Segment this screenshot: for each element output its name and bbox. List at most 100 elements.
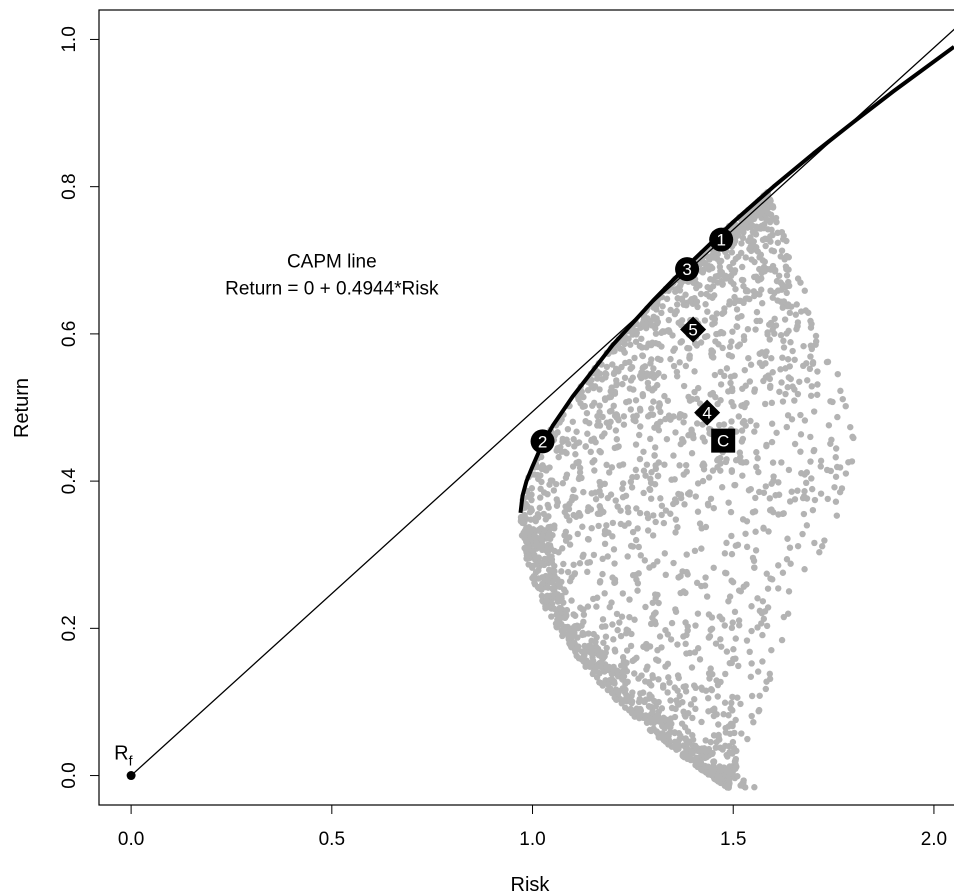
portfolio-point xyxy=(691,696,698,703)
portfolio-point xyxy=(705,670,713,677)
portfolio-point xyxy=(658,705,666,712)
portfolio-point xyxy=(612,427,620,434)
portfolio-point xyxy=(714,693,721,700)
portfolio-point xyxy=(702,748,710,755)
portfolio-point xyxy=(693,298,701,305)
portfolio-point xyxy=(580,631,588,638)
portfolio-point xyxy=(563,449,570,457)
portfolio-point xyxy=(784,301,792,308)
portfolio-point xyxy=(683,650,690,657)
portfolio-point xyxy=(725,777,733,784)
portfolio-point xyxy=(529,564,536,571)
portfolio-point xyxy=(592,495,600,503)
portfolio-point xyxy=(593,674,601,681)
portfolio-point xyxy=(547,477,555,484)
portfolio-point xyxy=(807,433,814,441)
portfolio-point xyxy=(647,360,654,367)
portfolio-point xyxy=(751,258,758,266)
portfolio-point xyxy=(655,340,662,348)
portfolio-point xyxy=(780,510,787,517)
portfolio-point xyxy=(723,365,731,372)
portfolio-point xyxy=(562,613,569,621)
portfolio-point xyxy=(612,648,619,655)
portfolio-point xyxy=(782,390,789,398)
portfolio-point xyxy=(707,495,715,502)
portfolio-point xyxy=(688,450,696,457)
portfolio-point xyxy=(651,481,659,488)
portfolio-point xyxy=(654,472,662,480)
portfolio-point xyxy=(538,592,546,600)
portfolio-point xyxy=(548,613,555,620)
portfolio-point xyxy=(722,670,729,678)
portfolio-point xyxy=(540,561,548,569)
portfolio-point xyxy=(785,588,793,595)
portfolio-point xyxy=(691,368,698,375)
portfolio-point xyxy=(633,473,641,481)
portfolio-point xyxy=(775,511,782,518)
portfolio-point xyxy=(691,547,699,555)
portfolio-point xyxy=(601,395,609,402)
portfolio-point xyxy=(753,422,760,429)
portfolio-point xyxy=(570,436,577,443)
portfolio-point xyxy=(646,715,654,723)
portfolio-point xyxy=(750,718,757,726)
portfolio-point xyxy=(754,668,762,675)
portfolio-point xyxy=(584,430,591,437)
portfolio-point xyxy=(748,692,756,700)
portfolio-point xyxy=(619,590,627,597)
portfolio-point xyxy=(603,522,610,529)
portfolio-point xyxy=(769,262,777,270)
portfolio-point xyxy=(763,570,770,577)
portfolio-point xyxy=(764,604,772,611)
portfolio-point xyxy=(714,457,721,464)
portfolio-point xyxy=(634,587,641,594)
portfolio-point xyxy=(558,568,565,575)
portfolio-point xyxy=(712,393,719,401)
portfolio-point xyxy=(569,418,577,425)
portfolio-point xyxy=(600,639,607,646)
portfolio-point xyxy=(755,707,762,715)
portfolio-point xyxy=(624,553,631,560)
portfolio-point xyxy=(780,344,788,351)
portfolio-point xyxy=(709,321,716,328)
portfolio-point xyxy=(528,507,535,514)
portfolio-point xyxy=(742,382,749,389)
portfolio-point xyxy=(620,673,628,680)
portfolio-point xyxy=(671,310,679,318)
portfolio-point xyxy=(735,662,742,670)
portfolio-point xyxy=(742,422,749,429)
portfolio-point xyxy=(706,675,713,682)
portfolio-point xyxy=(756,254,763,261)
portfolio-point xyxy=(603,663,610,671)
portfolio-point xyxy=(576,560,584,567)
portfolio-point xyxy=(759,300,766,307)
portfolio-point xyxy=(737,249,745,257)
portfolio-point xyxy=(786,498,794,505)
portfolio-point xyxy=(620,421,628,428)
portfolio-point xyxy=(796,378,803,385)
portfolio-point xyxy=(623,659,630,667)
portfolio-point xyxy=(719,344,726,352)
portfolio-point xyxy=(631,354,638,362)
portfolio-point xyxy=(777,253,784,260)
portfolio-point xyxy=(724,767,732,774)
portfolio-point xyxy=(716,258,723,266)
portfolio-point xyxy=(651,591,659,598)
portfolio-point xyxy=(549,579,556,586)
portfolio-point xyxy=(769,459,777,466)
portfolio-point xyxy=(727,379,734,387)
portfolio-point xyxy=(622,359,629,367)
portfolio-point xyxy=(808,345,816,353)
portfolio-point xyxy=(650,562,657,569)
portfolio-point xyxy=(814,381,821,388)
portfolio-point xyxy=(597,663,605,671)
portfolio-point xyxy=(720,711,727,718)
portfolio-point xyxy=(759,658,766,665)
portfolio-point xyxy=(728,577,735,584)
portfolio-point xyxy=(761,268,768,275)
portfolio-point xyxy=(766,336,773,343)
portfolio-point xyxy=(774,287,782,294)
portfolio-point xyxy=(728,418,735,425)
portfolio-point xyxy=(787,560,794,567)
plot-area-border xyxy=(98,9,954,806)
